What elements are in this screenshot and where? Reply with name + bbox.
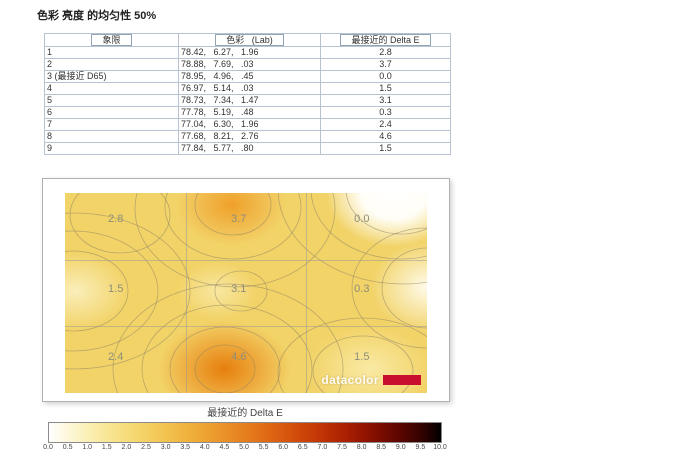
- colorbar-tick-label: 6.0: [278, 444, 289, 451]
- grid-line-vertical: [306, 193, 308, 393]
- heatmap-value-label: 4.6: [231, 351, 247, 363]
- lab-cell: 77.68, 8.21, 2.76: [178, 130, 321, 143]
- grid-line-vertical: [185, 193, 187, 393]
- colorbar-tick-label: 2.0: [121, 444, 132, 451]
- colorbar-tick-label: 7.5: [337, 444, 347, 451]
- heatmap-value-label: 3.7: [231, 213, 247, 225]
- col-header-delta: 最接近的 Delta E: [340, 34, 431, 46]
- lab-cell: 76.97, 5.14, .03: [178, 82, 321, 95]
- datacolor-logo-red-bar: [383, 375, 421, 385]
- table-row: 4 76.97, 5.14, .03 1.5: [44, 82, 451, 95]
- heatmap-value-label: 2.4: [108, 351, 124, 363]
- colorbar-ticks: 0.0 0.5 1.0 1.5 2.0 2.5 3.0 3.5 4.0 4.5 5.0 5.5 6.0 6…: [43, 444, 447, 454]
- grid-line-horizontal: [65, 259, 427, 261]
- heatmap-panel: 2.8 3.7 0.0 1.5 3.1 0.3 2.4 4.6 1.5 datacolor: [42, 178, 450, 402]
- colorbar-tick-label: 0.5: [62, 444, 73, 451]
- quadrant-cell: 9: [44, 142, 179, 155]
- lab-cell: 78.88, 7.69, .03: [178, 58, 321, 71]
- colorbar-tick-label: 1.0: [82, 444, 93, 451]
- colorbar-tick-label: 2.5: [141, 444, 151, 451]
- table-row: 7 77.04, 6.30, 1.96 2.4: [44, 118, 451, 131]
- quadrant-cell: 2: [44, 58, 179, 71]
- col-header-quadrant: 象限: [91, 34, 132, 46]
- lab-cell: 78.73, 7.34, 1.47: [178, 94, 321, 107]
- quadrant-cell: 7: [44, 118, 179, 131]
- datacolor-logo-text: datacolor: [321, 373, 379, 387]
- quadrant-cell: 8: [44, 130, 179, 143]
- colorbar-tick-label: 4.5: [219, 444, 230, 451]
- delta-e-cell: 1.5: [320, 142, 451, 155]
- colorbar-tick-label: 9.5: [415, 444, 426, 451]
- lab-cell: 78.42, 6.27, 1.96: [178, 46, 321, 59]
- heatmap-value-label: 0.0: [354, 213, 370, 225]
- quadrant-cell: 3 (最接近 D65): [44, 70, 179, 83]
- heatmap-value-label: 3.1: [231, 283, 247, 295]
- lab-cell: 77.04, 6.30, 1.96: [178, 118, 321, 131]
- page-title: 色彩 亮度 的均匀性 50%: [37, 10, 157, 22]
- col-header-lab: 色彩 (Lab): [215, 34, 284, 46]
- delta-e-cell: 3.7: [320, 58, 451, 71]
- quadrant-table: 象限 色彩 (Lab) 最接近的 Delta E 1 78.42, 6.27, 1…: [44, 33, 451, 155]
- quadrant-cell: 6: [44, 106, 179, 119]
- datacolor-logo: datacolor: [321, 373, 421, 387]
- colorbar-tick-label: 5.5: [258, 444, 269, 451]
- table-row: 1 78.42, 6.27, 1.96 2.8: [44, 46, 451, 59]
- colorbar-tick-label: 6.5: [297, 444, 308, 451]
- colorbar-gradient: [48, 422, 442, 443]
- delta-e-cell: 0.3: [320, 106, 451, 119]
- colorbar-tick-label: 1.5: [101, 444, 112, 451]
- quadrant-cell: 4: [44, 82, 179, 95]
- delta-e-cell: 2.8: [320, 46, 451, 59]
- colorbar-tick-label: 9.0: [395, 444, 406, 451]
- table-row: 6 77.78, 5.19, .48 0.3: [44, 106, 451, 119]
- colorbar-tick-label: 4.0: [199, 444, 210, 451]
- table-header-row: 象限 色彩 (Lab) 最接近的 Delta E: [44, 33, 451, 47]
- colorbar-tick-label: 0.0: [43, 444, 53, 451]
- colorbar-tick-label: 3.5: [180, 444, 191, 451]
- colorbar-tick-label: 5.0: [239, 444, 249, 451]
- lab-cell: 78.95, 4.96, .45: [178, 70, 321, 83]
- delta-e-cell: 4.6: [320, 130, 451, 143]
- heatmap-caption: 最接近的 Delta E: [207, 408, 283, 419]
- heatmap-value-label: 1.5: [108, 283, 124, 295]
- lab-cell: 77.84, 5.77, .80: [178, 142, 321, 155]
- table-row: 9 77.84, 5.77, .80 1.5: [44, 142, 451, 155]
- heatmap-value-label: 0.3: [354, 283, 370, 295]
- colorbar-tick-label: 8.0: [356, 444, 367, 451]
- delta-e-cell: 0.0: [320, 70, 451, 83]
- table-row: 3 (最接近 D65) 78.95, 4.96, .45 0.0: [44, 70, 451, 83]
- delta-e-heatmap: 2.8 3.7 0.0 1.5 3.1 0.3 2.4 4.6 1.5 datacolor: [65, 193, 427, 393]
- heatmap-value-label: 1.5: [354, 351, 370, 363]
- colorbar-tick-label: 8.5: [376, 444, 387, 451]
- delta-e-cell: 1.5: [320, 82, 451, 95]
- colorbar-tick-label: 7.0: [317, 444, 328, 451]
- lab-cell: 77.78, 5.19, .48: [178, 106, 321, 119]
- table-row: 2 78.88, 7.69, .03 3.7: [44, 58, 451, 71]
- table-row: 5 78.73, 7.34, 1.47 3.1: [44, 94, 451, 107]
- delta-e-cell: 2.4: [320, 118, 451, 131]
- colorbar-tick-label: 10.0: [433, 444, 447, 451]
- table-row: 8 77.68, 8.21, 2.76 4.6: [44, 130, 451, 143]
- heatmap-value-label: 2.8: [108, 213, 124, 225]
- grid-line-horizontal: [65, 326, 427, 328]
- quadrant-cell: 5: [44, 94, 179, 107]
- quadrant-cell: 1: [44, 46, 179, 59]
- contour-lines: [65, 193, 427, 393]
- colorbar-tick-label: 3.0: [160, 444, 171, 451]
- delta-e-cell: 3.1: [320, 94, 451, 107]
